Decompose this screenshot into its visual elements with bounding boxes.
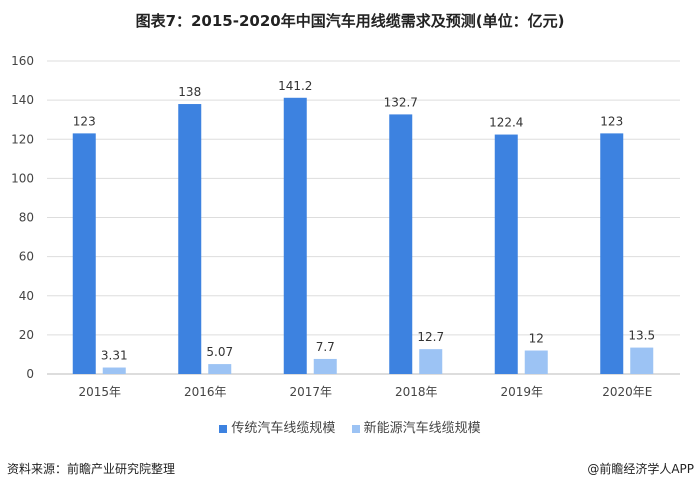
y-tick-label: 120	[11, 132, 34, 146]
bar	[600, 133, 624, 374]
source-note: 资料来源：前瞻产业研究院整理	[7, 462, 176, 476]
legend-label: 传统汽车线缆规模	[231, 421, 336, 436]
data-label: 3.31	[101, 349, 128, 363]
bar	[208, 364, 232, 374]
x-tick-label: 2020年E	[602, 385, 652, 399]
legend-item-traditional: 传统汽车线缆规模	[219, 421, 335, 436]
bar	[313, 358, 337, 374]
legend-swatch	[219, 424, 228, 433]
bar	[419, 349, 443, 374]
data-label: 123	[600, 114, 623, 128]
x-tick-label: 2017年	[289, 385, 332, 399]
data-label: 122.4	[489, 116, 523, 130]
y-tick-label: 20	[19, 328, 34, 342]
y-tick-label: 0	[26, 367, 34, 381]
bar	[494, 134, 518, 374]
bar	[178, 104, 202, 374]
y-tick-label: 80	[19, 211, 34, 225]
data-label: 12.7	[417, 330, 444, 344]
bar	[283, 97, 307, 374]
legend: 传统汽车线缆规模 新能源汽车线缆规模	[0, 417, 700, 436]
bar	[72, 133, 96, 374]
data-label: 5.07	[206, 345, 233, 359]
bar	[389, 114, 413, 374]
y-tick-label: 160	[11, 54, 34, 68]
x-tick-label: 2018年	[395, 385, 438, 399]
data-label: 13.5	[628, 329, 655, 343]
bar	[102, 367, 126, 374]
data-label: 7.7	[316, 340, 335, 354]
y-tick-label: 60	[19, 250, 34, 264]
chart-title: 图表7：2015-2020年中国汽车用线缆需求及预测(单位：亿元)	[135, 12, 565, 30]
bar	[524, 350, 548, 374]
data-label: 12	[529, 332, 544, 346]
y-tick-label: 40	[19, 289, 34, 303]
legend-swatch	[351, 424, 360, 433]
y-tick-label: 140	[11, 93, 34, 107]
brand-credit: @前瞻经济学人APP	[587, 462, 694, 476]
data-label: 132.7	[384, 95, 418, 109]
x-tick-label: 2019年	[500, 385, 543, 399]
x-tick-label: 2016年	[184, 385, 227, 399]
y-tick-label: 100	[11, 171, 34, 185]
data-label: 123	[73, 114, 96, 128]
legend-label: 新能源汽车线缆规模	[363, 421, 481, 436]
data-label: 138	[178, 85, 201, 99]
data-label: 141.2	[278, 79, 312, 93]
legend-item-nev: 新能源汽车线缆规模	[351, 421, 481, 436]
bar	[630, 347, 654, 374]
x-tick-label: 2015年	[78, 385, 121, 399]
